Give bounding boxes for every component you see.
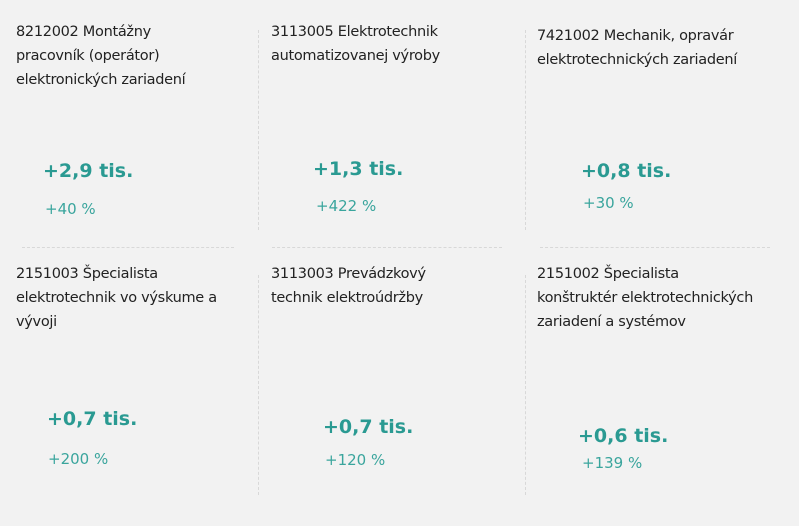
divider <box>525 275 526 495</box>
divider <box>525 30 526 230</box>
card-value: +2,9 tis. <box>43 160 134 182</box>
card-title: 2151002 Špecialista konštruktér elektrote… <box>537 266 753 330</box>
card-value: +1,3 tis. <box>313 158 404 180</box>
card-title: 7421002 Mechanik, opravár elektrotechnick… <box>537 28 737 68</box>
divider <box>272 247 502 248</box>
card-percent: +200 % <box>48 450 109 468</box>
card-percent: +30 % <box>583 194 634 212</box>
card-title: 8212002 Montážny pracovník (operátor) elek… <box>16 24 186 88</box>
card-value: +0,7 tis. <box>47 408 138 430</box>
card-value: +0,7 tis. <box>323 416 414 438</box>
divider <box>540 247 770 248</box>
card-value: +0,8 tis. <box>581 160 672 182</box>
card-title: 3113003 Prevádzkový technik elektroúdržby <box>271 266 426 306</box>
card-percent: +139 % <box>582 454 643 472</box>
divider <box>258 30 259 230</box>
card-percent: +120 % <box>325 451 386 469</box>
card-value: +0,6 tis. <box>578 425 669 447</box>
divider <box>22 247 234 248</box>
card-percent: +422 % <box>316 197 377 215</box>
card-percent: +40 % <box>45 200 96 218</box>
card-title: 2151003 Špecialista elektrotechnik vo výs… <box>16 266 217 330</box>
card-title: 3113005 Elektrotechnik automatizovanej vý… <box>271 24 440 64</box>
divider <box>258 275 259 495</box>
